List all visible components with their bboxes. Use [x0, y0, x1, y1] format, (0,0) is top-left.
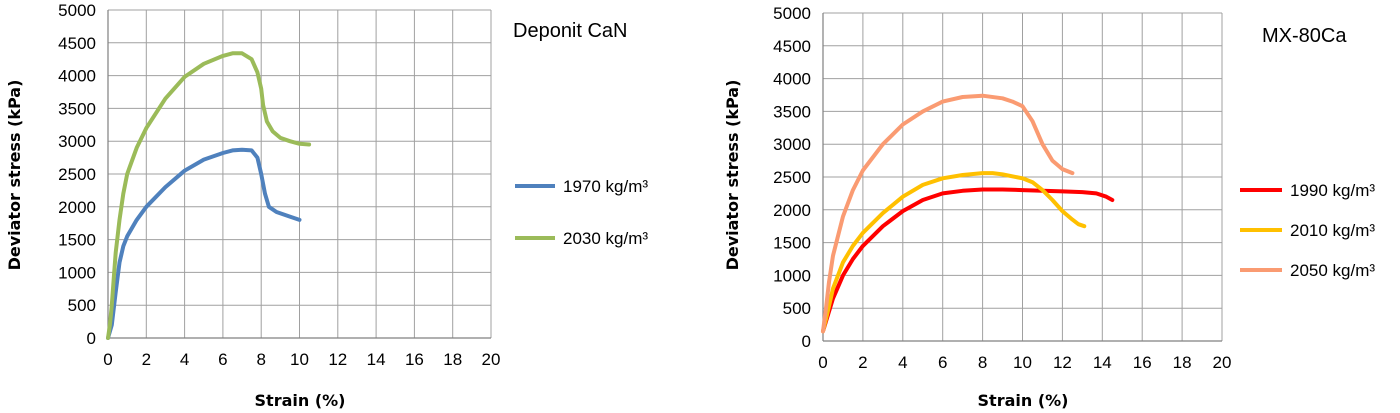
- x-tick-label: 14: [367, 350, 386, 369]
- x-tick-label: 18: [1173, 353, 1192, 372]
- legend-label: 1970 kg/m³: [563, 177, 648, 196]
- chart-title: MX-80Ca: [1262, 25, 1347, 47]
- x-tick-label: 0: [818, 353, 827, 372]
- legend-label: 2030 kg/m³: [563, 229, 648, 248]
- x-tick-label: 4: [898, 353, 907, 372]
- y-tick-label: 1500: [773, 234, 811, 253]
- y-tick-label: 0: [87, 329, 96, 348]
- y-tick-label: 4000: [58, 67, 96, 86]
- series-line: [106, 51, 312, 340]
- y-tick-label: 4000: [773, 70, 811, 89]
- legend-label: 2010 kg/m³: [1290, 221, 1375, 240]
- x-tick-label: 6: [938, 353, 947, 372]
- y-tick-label: 3500: [773, 102, 811, 121]
- x-tick-label: 20: [482, 350, 501, 369]
- y-tick-label: 5000: [773, 4, 811, 23]
- x-tick-label: 2: [858, 353, 867, 372]
- y-tick-label: 1000: [773, 266, 811, 285]
- x-tick-label: 12: [328, 350, 347, 369]
- series-line: [821, 171, 1087, 334]
- x-tick-label: 16: [405, 350, 424, 369]
- chart-deponit-can: 0 2 4 6 8 10 12 14 16 18 20 0 500 1000 1500 2000 2500 300…: [5, 1, 648, 410]
- y-tick-label: 1500: [58, 231, 96, 250]
- x-tick-label: 10: [1013, 353, 1032, 372]
- y-axis-label: Deviator stress (kPa): [5, 80, 24, 271]
- y-tick-label: 2500: [58, 165, 96, 184]
- y-tick-label: 4500: [773, 37, 811, 56]
- y-tick-label: 5000: [58, 1, 96, 20]
- x-tick-label: 4: [180, 350, 189, 369]
- x-tick-label: 2: [142, 350, 151, 369]
- y-tick-label: 2000: [58, 198, 96, 217]
- x-tick-label: 10: [290, 350, 309, 369]
- legend-label: 2050 kg/m³: [1290, 261, 1375, 280]
- x-axis-label: Strain (%): [978, 391, 1069, 410]
- y-tick-label: 500: [783, 299, 811, 318]
- x-tick-label: 0: [103, 350, 112, 369]
- y-tick-label: 3000: [58, 132, 96, 151]
- y-tick-label: 0: [802, 332, 811, 351]
- x-tick-label: 12: [1053, 353, 1072, 372]
- x-tick-label: 8: [256, 350, 265, 369]
- legend-label: 1990 kg/m³: [1290, 181, 1375, 200]
- y-tick-label: 1000: [58, 263, 96, 282]
- y-tick-label: 4500: [58, 34, 96, 53]
- series-line: [821, 187, 1115, 334]
- y-axis-label: Deviator stress (kPa): [723, 80, 742, 271]
- y-tick-label: 3000: [773, 135, 811, 154]
- chart-title: Deponit CaN: [513, 20, 628, 42]
- chart-mx-80ca: 0 2 4 6 8 10 12 14 16 18 20 0 500 1000 1500 2000 2500 300…: [723, 4, 1375, 410]
- x-tick-label: 16: [1133, 353, 1152, 372]
- series-line: [821, 93, 1075, 334]
- y-tick-label: 3500: [58, 99, 96, 118]
- x-tick-label: 8: [978, 353, 987, 372]
- x-tick-label: 6: [218, 350, 227, 369]
- y-tick-label: 2500: [773, 168, 811, 187]
- y-tick-label: 500: [68, 296, 96, 315]
- x-tick-label: 20: [1213, 353, 1232, 372]
- y-tick-label: 2000: [773, 201, 811, 220]
- x-tick-label: 14: [1093, 353, 1112, 372]
- x-axis-label: Strain (%): [255, 391, 346, 410]
- series-line: [106, 147, 302, 340]
- x-tick-label: 18: [443, 350, 462, 369]
